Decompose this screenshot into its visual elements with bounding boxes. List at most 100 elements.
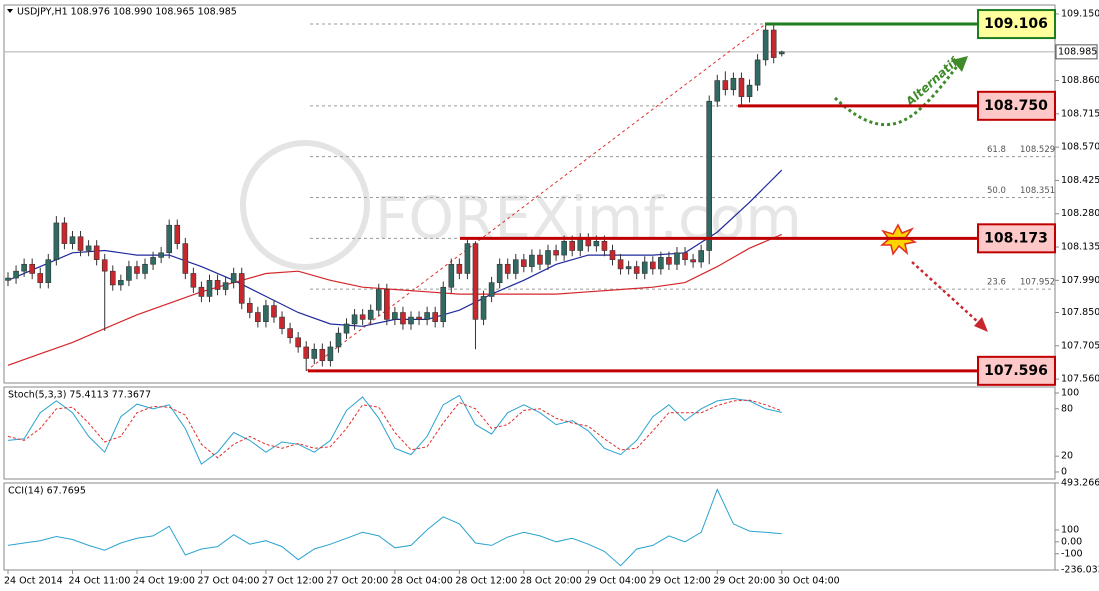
candle-body [319, 348, 326, 362]
y-tick-label: 108.570 [1061, 142, 1099, 153]
chart-title: USDJPY,H1 108.976 108.990 108.965 108.98… [17, 7, 237, 18]
level-label: 107.596 [984, 363, 1048, 379]
candle-body [746, 84, 753, 97]
candle-body [682, 252, 688, 260]
candle-body [21, 263, 27, 272]
x-tick-label: 24 Oct 2014 [4, 576, 63, 587]
candle-body [521, 259, 527, 267]
candle-body [496, 263, 503, 283]
candle-body [384, 289, 390, 320]
moving-average [7, 233, 783, 366]
indicator-line [7, 488, 782, 567]
stoch-panel [3, 386, 1056, 480]
candle-body [230, 273, 237, 283]
cci-panel [3, 482, 1056, 571]
x-tick-label: 24 Oct 11:00 [68, 576, 130, 587]
indicator-line [7, 399, 782, 459]
candle-body [649, 261, 656, 270]
candle-body [206, 280, 213, 297]
y-tick-label: 80 [1061, 403, 1073, 414]
candle-body [553, 250, 559, 256]
fib-ratio: 61.8 [987, 145, 1006, 155]
candle-body [585, 238, 592, 247]
candle-body [448, 263, 455, 288]
candle-body [416, 316, 422, 320]
candle-body [569, 241, 576, 251]
y-tick-label: 109.150 [1061, 8, 1099, 19]
candle-body [625, 266, 632, 270]
candle-body [335, 332, 342, 348]
candle-body [601, 241, 608, 251]
candle-body [577, 238, 584, 251]
last-price-label: 108.985 [1058, 46, 1097, 57]
candle-body [359, 314, 366, 320]
y-tick-label: 108.425 [1061, 175, 1099, 186]
y-tick-label: 107.705 [1061, 340, 1099, 351]
menu-triangle [7, 9, 13, 13]
candle-body [738, 77, 745, 97]
candle-body [238, 273, 245, 304]
candle-body [754, 59, 761, 86]
candle-body [303, 346, 310, 359]
level-box [977, 355, 1056, 386]
candle-body [182, 243, 189, 274]
candle-body [778, 51, 785, 55]
candle-body [609, 250, 616, 260]
level-label: 108.173 [984, 230, 1048, 246]
candle-body [263, 305, 269, 322]
candle-body [617, 259, 624, 270]
alt-arrow [833, 64, 960, 127]
candle-body [730, 77, 737, 91]
candle-body [287, 328, 293, 339]
candle-body [247, 303, 253, 313]
level-box [977, 223, 1056, 254]
candle-body [53, 222, 60, 260]
candle-body [488, 282, 495, 297]
candle-body [134, 266, 140, 274]
candle-body [504, 263, 511, 274]
watermark-logo [240, 140, 370, 270]
candle-body [375, 289, 382, 311]
indicator-line [7, 394, 782, 465]
candle-body [351, 314, 358, 325]
candle-body [101, 259, 108, 272]
candle-body [166, 224, 172, 254]
candle-body [279, 316, 285, 329]
x-tick-label: 28 Oct 20:00 [520, 576, 582, 587]
down-arrow-head [974, 317, 988, 332]
candle-body [311, 348, 318, 359]
y-tick-label: 108.715 [1061, 108, 1099, 119]
y-tick-label: 493.266 [1061, 478, 1099, 489]
x-tick-label: 24 Oct 19:00 [133, 576, 195, 587]
candle-body [271, 305, 277, 318]
candle-body [440, 286, 447, 322]
candle-body [706, 100, 713, 251]
y-tick-label: 0.00 [1061, 536, 1082, 547]
candle-body [158, 252, 164, 258]
candle-body [537, 254, 543, 265]
candle-body [327, 346, 334, 362]
candle-body [432, 312, 438, 322]
candle-body [174, 224, 181, 244]
candle-body [480, 296, 487, 320]
down-arrow [911, 261, 979, 323]
candle-body [214, 280, 221, 290]
candle-body [367, 309, 374, 320]
candle-body [37, 273, 44, 283]
alt-arrow-head [952, 56, 968, 72]
x-tick-label: 29 Oct 20:00 [713, 576, 775, 587]
level-box [977, 90, 1056, 121]
candle-body [408, 316, 414, 325]
candle-body [714, 80, 721, 102]
candle-body [29, 263, 35, 274]
candle-body [126, 266, 132, 281]
y-tick-label: 107.560 [1061, 374, 1099, 385]
candle-body [13, 270, 19, 279]
candle-body [109, 270, 116, 286]
candle-body [5, 277, 11, 281]
panel-title: Stoch(5,3,3) 75.4113 77.3677 [8, 390, 151, 401]
candle-body [45, 259, 52, 283]
x-tick-label: 27 Oct 20:00 [326, 576, 388, 587]
level-label: 109.106 [984, 16, 1048, 32]
